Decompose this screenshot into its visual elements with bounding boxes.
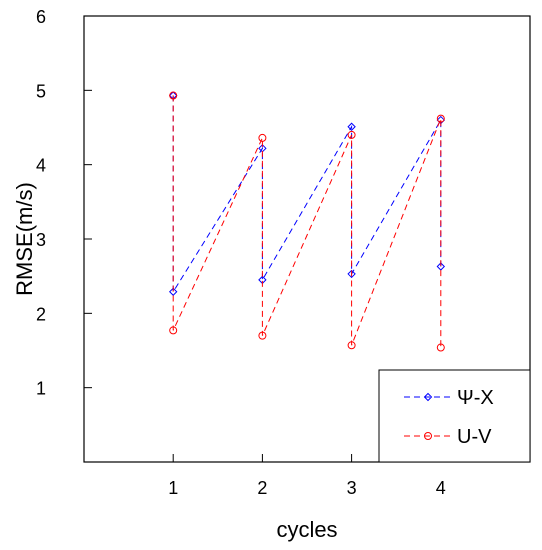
- series-line-0: [173, 96, 441, 292]
- series-line-1: [173, 96, 441, 348]
- x-tick-label: 3: [347, 478, 357, 498]
- legend-box: [379, 370, 530, 462]
- legend: Ψ-Χ U-V: [379, 370, 530, 462]
- series-1-point: [259, 134, 266, 141]
- y-tick-label: 5: [36, 81, 46, 101]
- y-tick-label: 2: [36, 304, 46, 324]
- x-axis-title: cycles: [276, 517, 337, 542]
- y-tick-label: 6: [36, 7, 46, 27]
- plot-area: [170, 92, 445, 351]
- legend-label-psi-chi: Ψ-Χ: [457, 387, 494, 409]
- y-axis-title: RMSE(m/s): [12, 182, 37, 296]
- x-tick-label: 4: [436, 478, 446, 498]
- y-tick-label: 4: [36, 156, 46, 176]
- y-tick-label: 3: [36, 230, 46, 250]
- x-tick-label: 2: [257, 478, 267, 498]
- legend-label-u-v: U-V: [457, 426, 492, 448]
- x-tick-label: 1: [168, 478, 178, 498]
- y-tick-label: 1: [36, 379, 46, 399]
